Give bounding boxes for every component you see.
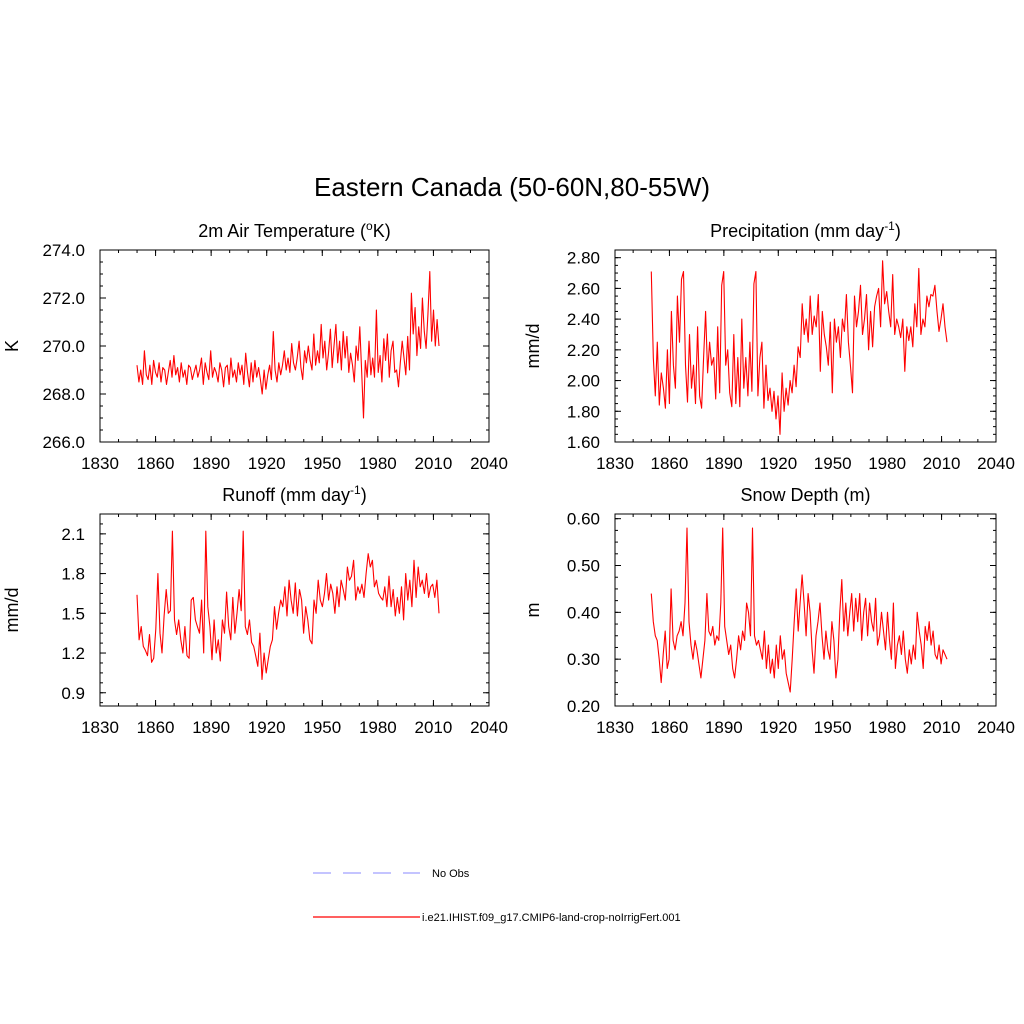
x-tick-label: 1920 (759, 454, 797, 473)
panel-title-runoff: Runoff (mm day-1) (222, 483, 366, 505)
x-tick-label: 2010 (923, 454, 961, 473)
x-tick-label: 1980 (868, 718, 906, 737)
y-axis-label: K (2, 340, 22, 352)
x-tick-label: 1950 (814, 718, 852, 737)
panel-temperature: 2m Air Temperature (oK) 1830 1860 1890 1920 1… (2, 219, 508, 473)
y-tick-label: 270.0 (42, 337, 85, 356)
panel-precipitation: Precipitation (mm day-1) 1830 1860 1890 1920… (523, 219, 1015, 473)
x-tick-label: 1980 (359, 454, 397, 473)
y-tick-label: 266.0 (42, 433, 85, 452)
x-tick-label: 1950 (303, 718, 341, 737)
y-tick-label: 272.0 (42, 289, 85, 308)
x-tick-label: 2040 (977, 454, 1015, 473)
x-tick-label: 1830 (81, 454, 119, 473)
y-tick-label: 1.2 (61, 644, 85, 663)
x-tick-label: 1830 (596, 718, 634, 737)
x-tick-label: 2010 (415, 718, 453, 737)
panel-title-main: Snow Depth (m) (740, 485, 870, 505)
y-tick-label: 1.80 (567, 402, 600, 421)
x-tick-label: 1860 (137, 454, 175, 473)
legend: No Obs i.e21.IHIST.f09_g17.CMIP6-land-cr… (313, 868, 681, 924)
x-tick-label: 1980 (359, 718, 397, 737)
panel-title-sup: -1 (884, 219, 895, 233)
x-tick-label: 1890 (192, 454, 230, 473)
y-tick-label: 0.30 (567, 650, 600, 669)
x-tick-label: 2010 (415, 454, 453, 473)
panel-title-temperature: 2m Air Temperature (oK) (198, 219, 390, 241)
figure-title: Eastern Canada (50-60N,80-55W) (314, 172, 710, 202)
y-tick-label: 2.80 (567, 249, 600, 268)
legend-label-model: i.e21.IHIST.f09_g17.CMIP6-land-crop-noIr… (422, 912, 681, 924)
x-tick-label: 1980 (868, 454, 906, 473)
x-tick-label: 2040 (470, 454, 508, 473)
x-tick-label: 1860 (651, 718, 689, 737)
x-tick-label: 1890 (705, 454, 743, 473)
panel-title-sup: o (366, 219, 373, 233)
y-tick-label: 1.60 (567, 433, 600, 452)
y-tick-label: 2.1 (61, 525, 85, 544)
y-tick-label: 2.00 (567, 372, 600, 391)
x-tick-label: 1860 (137, 718, 175, 737)
y-tick-label: 0.50 (567, 557, 600, 576)
panel-title-end: ) (895, 221, 901, 241)
plot-frame (614, 249, 997, 443)
x-tick-label: 2040 (470, 718, 508, 737)
series-line (136, 530, 440, 681)
series-line (650, 527, 948, 693)
x-tick-label: 1860 (651, 454, 689, 473)
panel-title-main: Runoff (mm day (222, 485, 350, 505)
x-tick-label: 1890 (192, 718, 230, 737)
y-tick-label: 0.20 (567, 697, 600, 716)
panel-title-main: 2m Air Temperature ( (198, 221, 366, 241)
x-tick-label: 1920 (248, 454, 286, 473)
y-axis-label: mm/d (523, 324, 543, 369)
plot-frame (614, 513, 997, 707)
x-tick-label: 2010 (923, 718, 961, 737)
y-tick-label: 2.20 (567, 341, 600, 360)
y-tick-label: 1.5 (61, 604, 85, 623)
plot-frame (99, 513, 490, 707)
y-tick-label: 268.0 (42, 385, 85, 404)
panel-snow-depth: Snow Depth (m) 1830 1860 1890 1920 1950 1980 20… (523, 485, 1015, 737)
y-tick-label: 0.9 (61, 684, 85, 703)
series-line (650, 260, 948, 435)
x-tick-label: 2040 (977, 718, 1015, 737)
panel-title-snow-depth: Snow Depth (m) (740, 485, 870, 505)
legend-label-no-obs: No Obs (432, 868, 470, 880)
x-tick-label: 1920 (759, 718, 797, 737)
y-tick-label: 0.60 (567, 510, 600, 529)
panel-title-end: K) (373, 221, 391, 241)
panel-title-sup: -1 (350, 483, 361, 497)
x-tick-label: 1920 (248, 718, 286, 737)
y-tick-label: 0.40 (567, 603, 600, 622)
x-tick-label: 1830 (81, 718, 119, 737)
panel-title-precipitation: Precipitation (mm day-1) (710, 219, 901, 241)
y-axis-label: mm/d (2, 588, 22, 633)
y-tick-label: 2.40 (567, 310, 600, 329)
panel-runoff: Runoff (mm day-1) 1830 1860 1890 1920 1950 198… (2, 483, 508, 737)
series-line (136, 271, 440, 419)
y-tick-label: 2.60 (567, 279, 600, 298)
x-tick-label: 1890 (705, 718, 743, 737)
y-axis-label: m (523, 603, 543, 618)
panel-title-end: ) (361, 485, 367, 505)
y-tick-label: 274.0 (42, 241, 85, 260)
panel-title-main: Precipitation (mm day (710, 221, 884, 241)
x-tick-label: 1950 (303, 454, 341, 473)
x-tick-label: 1830 (596, 454, 634, 473)
x-tick-label: 1950 (814, 454, 852, 473)
y-tick-label: 1.8 (61, 565, 85, 584)
plot-frame (99, 249, 490, 443)
